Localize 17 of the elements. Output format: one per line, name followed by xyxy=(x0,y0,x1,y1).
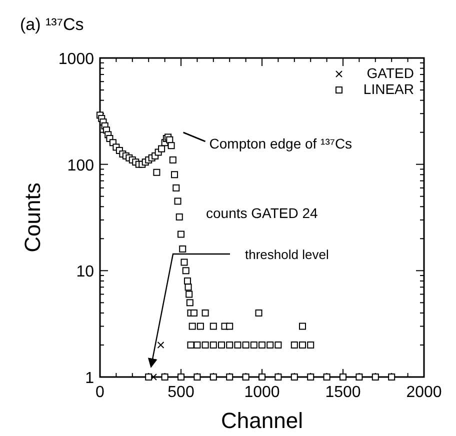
y-tick-label: 1000 xyxy=(58,51,94,68)
x-tick-label: 0 xyxy=(96,384,105,401)
legend-label: LINEAR xyxy=(363,81,414,97)
x-tick-label: 500 xyxy=(168,384,194,401)
y-axis-title: Counts xyxy=(20,182,45,252)
x-tick-label: 1000 xyxy=(244,384,280,401)
x-tick-label: 2000 xyxy=(406,384,442,401)
y-tick-label: 100 xyxy=(67,157,94,174)
legend-label: GATED xyxy=(366,65,414,81)
y-tick-label: 1 xyxy=(85,370,94,387)
annotation: counts GATED 24 xyxy=(206,205,318,221)
chart-title: (a) ¹³⁷Cs xyxy=(20,15,84,34)
y-tick-label: 10 xyxy=(76,264,94,281)
x-tick-label: 1500 xyxy=(325,384,361,401)
annotation: Compton edge of ¹³⁷Cs xyxy=(209,135,352,152)
annotation: threshold level xyxy=(245,247,329,262)
x-axis-title: Channel xyxy=(221,408,303,433)
